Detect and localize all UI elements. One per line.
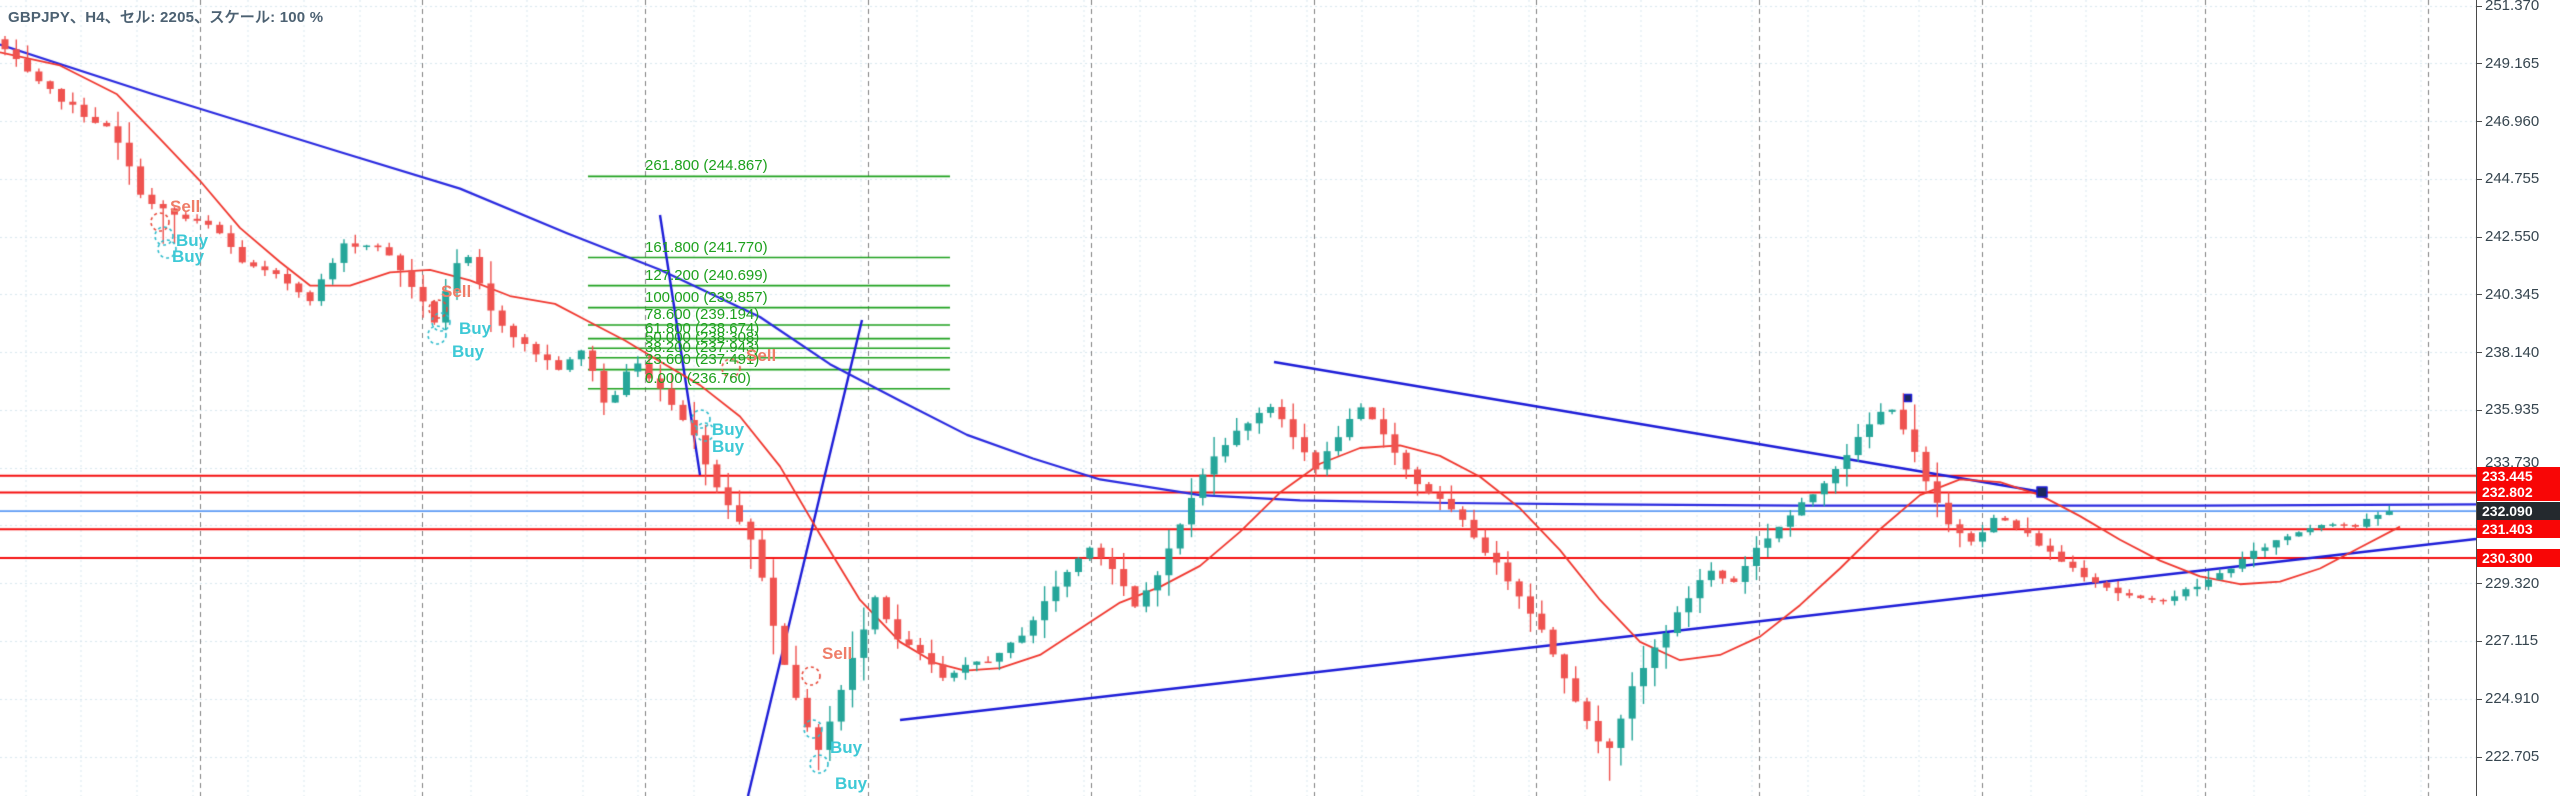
buy-marker-label: Buy xyxy=(835,774,868,793)
axis-tick-mark xyxy=(2477,640,2482,642)
fib-level-label: 161.800 (241.770) xyxy=(645,238,768,256)
fib-level-label: 78.600 (239.194) xyxy=(645,306,760,323)
fib-level-label: 100.000 (239.857) xyxy=(645,288,768,306)
fib-level-label: 50.000 (238.308) xyxy=(645,329,760,347)
sell-marker-label: Sell xyxy=(746,346,777,365)
current-price-tag: 232.090 xyxy=(2477,502,2560,521)
price-tick-label: 251.370 xyxy=(2485,0,2540,14)
buy-marker-label: Buy xyxy=(176,231,209,250)
price-tick-label: 244.755 xyxy=(2485,170,2540,188)
fib-level-label: 127.200 (240.699) xyxy=(645,266,768,284)
hline-price-tag: 231.403 xyxy=(2477,520,2560,539)
sell-marker-label: Sell xyxy=(441,282,472,301)
axis-tick-mark xyxy=(2477,352,2482,354)
fib-level-label: 61.800 (238.674) xyxy=(645,319,760,337)
axis-tick-mark xyxy=(2477,756,2482,758)
fib-level-label: 38.200 (237.943) xyxy=(645,338,760,356)
price-axis-scale[interactable]: 251.370 249.165 246.960 244.755 242.550 240.3… xyxy=(2476,0,2560,796)
price-chart-canvas[interactable] xyxy=(0,0,2476,796)
price-tick-label: 222.705 xyxy=(2485,748,2540,766)
buy-marker-label: Buy xyxy=(712,420,745,439)
axis-tick-mark xyxy=(2477,698,2482,700)
buy-marker-label: Buy xyxy=(712,437,745,456)
axis-tick-mark xyxy=(2477,583,2482,585)
axis-tick-mark xyxy=(2477,294,2482,296)
sell-marker-label: Sell xyxy=(822,644,853,663)
price-tick-label: 249.165 xyxy=(2485,54,2540,72)
price-tick-label: 227.115 xyxy=(2485,632,2539,650)
hline-price-tag: 233.445 xyxy=(2477,466,2560,485)
price-tick-label: 229.320 xyxy=(2485,574,2540,592)
buy-marker-label: Buy xyxy=(459,319,492,338)
buy-marker-label: Buy xyxy=(172,247,205,266)
buy-marker-label: Buy xyxy=(830,738,863,757)
axis-tick-mark xyxy=(2477,236,2482,238)
axis-tick-mark xyxy=(2477,409,2482,411)
chart-title: GBPJPY、H4、セル: 2205、スケール: 100 % xyxy=(8,9,324,26)
price-tick-label: 240.345 xyxy=(2485,285,2540,303)
fib-level-label: 261.800 (244.867) xyxy=(645,157,768,175)
axis-tick-mark xyxy=(2477,63,2482,65)
fib-level-label: 23.600 (237.491) xyxy=(645,350,760,368)
price-tick-label: 242.550 xyxy=(2485,228,2540,246)
buy-marker-label: Buy xyxy=(452,342,485,361)
hline-price-tag: 230.300 xyxy=(2477,549,2560,568)
axis-tick-mark xyxy=(2477,178,2482,180)
axis-tick-mark xyxy=(2477,121,2482,123)
axis-tick-mark xyxy=(2477,5,2482,7)
sell-marker-label: Sell xyxy=(170,197,201,216)
price-tick-label: 246.960 xyxy=(2485,112,2540,130)
fib-level-label: 0.000 (236.760) xyxy=(645,369,751,387)
price-tick-label: 238.140 xyxy=(2485,343,2540,361)
price-tick-label: 224.910 xyxy=(2485,690,2540,708)
hline-price-tag: 232.802 xyxy=(2477,483,2560,502)
price-tick-label: 235.935 xyxy=(2485,401,2540,419)
